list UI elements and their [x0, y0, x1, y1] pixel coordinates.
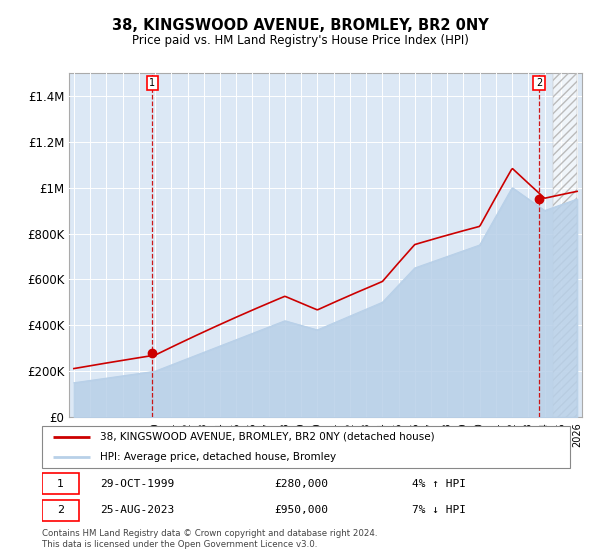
Text: 4% ↑ HPI: 4% ↑ HPI [412, 479, 466, 489]
Text: 29-OCT-1999: 29-OCT-1999 [100, 479, 175, 489]
FancyBboxPatch shape [42, 426, 570, 468]
Text: 38, KINGSWOOD AVENUE, BROMLEY, BR2 0NY: 38, KINGSWOOD AVENUE, BROMLEY, BR2 0NY [112, 18, 488, 32]
Text: 2: 2 [57, 505, 64, 515]
Text: Price paid vs. HM Land Registry's House Price Index (HPI): Price paid vs. HM Land Registry's House … [131, 34, 469, 47]
Text: HPI: Average price, detached house, Bromley: HPI: Average price, detached house, Brom… [100, 452, 336, 461]
FancyBboxPatch shape [42, 500, 79, 521]
Text: 2: 2 [536, 78, 542, 88]
Text: 38, KINGSWOOD AVENUE, BROMLEY, BR2 0NY (detached house): 38, KINGSWOOD AVENUE, BROMLEY, BR2 0NY (… [100, 432, 435, 441]
Text: 1: 1 [57, 479, 64, 489]
Text: £950,000: £950,000 [274, 505, 328, 515]
Text: £280,000: £280,000 [274, 479, 328, 489]
FancyBboxPatch shape [42, 473, 79, 494]
Text: 1: 1 [149, 78, 155, 88]
Text: Contains HM Land Registry data © Crown copyright and database right 2024.
This d: Contains HM Land Registry data © Crown c… [42, 529, 377, 549]
Text: 25-AUG-2023: 25-AUG-2023 [100, 505, 175, 515]
Text: 7% ↓ HPI: 7% ↓ HPI [412, 505, 466, 515]
